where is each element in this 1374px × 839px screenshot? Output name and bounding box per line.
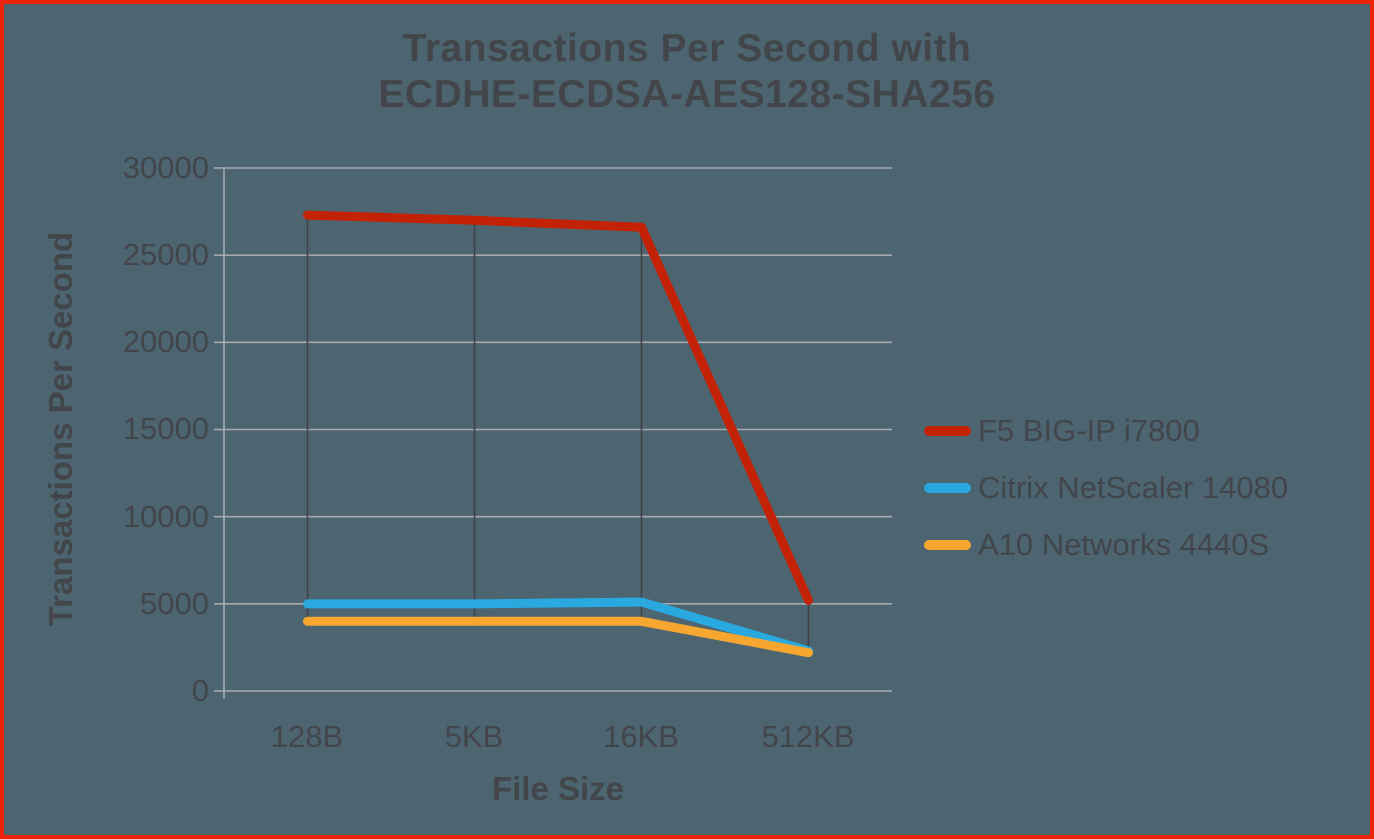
y-tick-label: 20000: [122, 324, 209, 359]
legend-entry: Citrix NetScaler 14080: [924, 469, 1288, 507]
legend-swatch-line-icon: [924, 483, 971, 493]
y-tick-label: 30000: [122, 150, 209, 185]
legend-label: A10 Networks 4440S: [978, 527, 1270, 562]
y-tick-label: 25000: [122, 237, 209, 272]
x-tick-label: 128B: [270, 719, 344, 754]
y-tick-label: 0: [191, 673, 209, 708]
y-tick-label: 5000: [140, 586, 209, 621]
series-line-0: [303, 210, 813, 605]
x-tick-label: 5KB: [444, 719, 504, 754]
x-axis-title: File Size: [491, 770, 625, 807]
legend-label: F5 BIG-IP i7800: [978, 413, 1200, 448]
y-axis-title: Transactions Per Second: [42, 231, 79, 627]
y-tick-label: 10000: [122, 499, 209, 534]
series-line-2: [303, 616, 813, 658]
x-tick-label: 16KB: [603, 719, 679, 754]
chart-legend: F5 BIG-IP i7800 Citrix NetScaler 14080 A…: [924, 412, 1288, 583]
plot-area-svg: [214, 167, 892, 699]
x-tick-label: 512KB: [761, 719, 855, 754]
legend-swatch-line-icon: [924, 540, 971, 550]
legend-label: Citrix NetScaler 14080: [978, 470, 1289, 505]
legend-entry: F5 BIG-IP i7800: [924, 412, 1288, 450]
legend-entry: A10 Networks 4440S: [924, 526, 1288, 564]
chart-title-line1: Transactions Per Second with: [402, 27, 972, 70]
chart-title-line2: ECDHE-ECDSA-AES128-SHA256: [378, 73, 996, 116]
chart-title: Transactions Per Second with ECDHE-ECDSA…: [4, 26, 1370, 118]
series-line-1: [303, 597, 813, 656]
y-tick-label: 15000: [122, 411, 209, 446]
legend-swatch-line-icon: [924, 426, 971, 436]
